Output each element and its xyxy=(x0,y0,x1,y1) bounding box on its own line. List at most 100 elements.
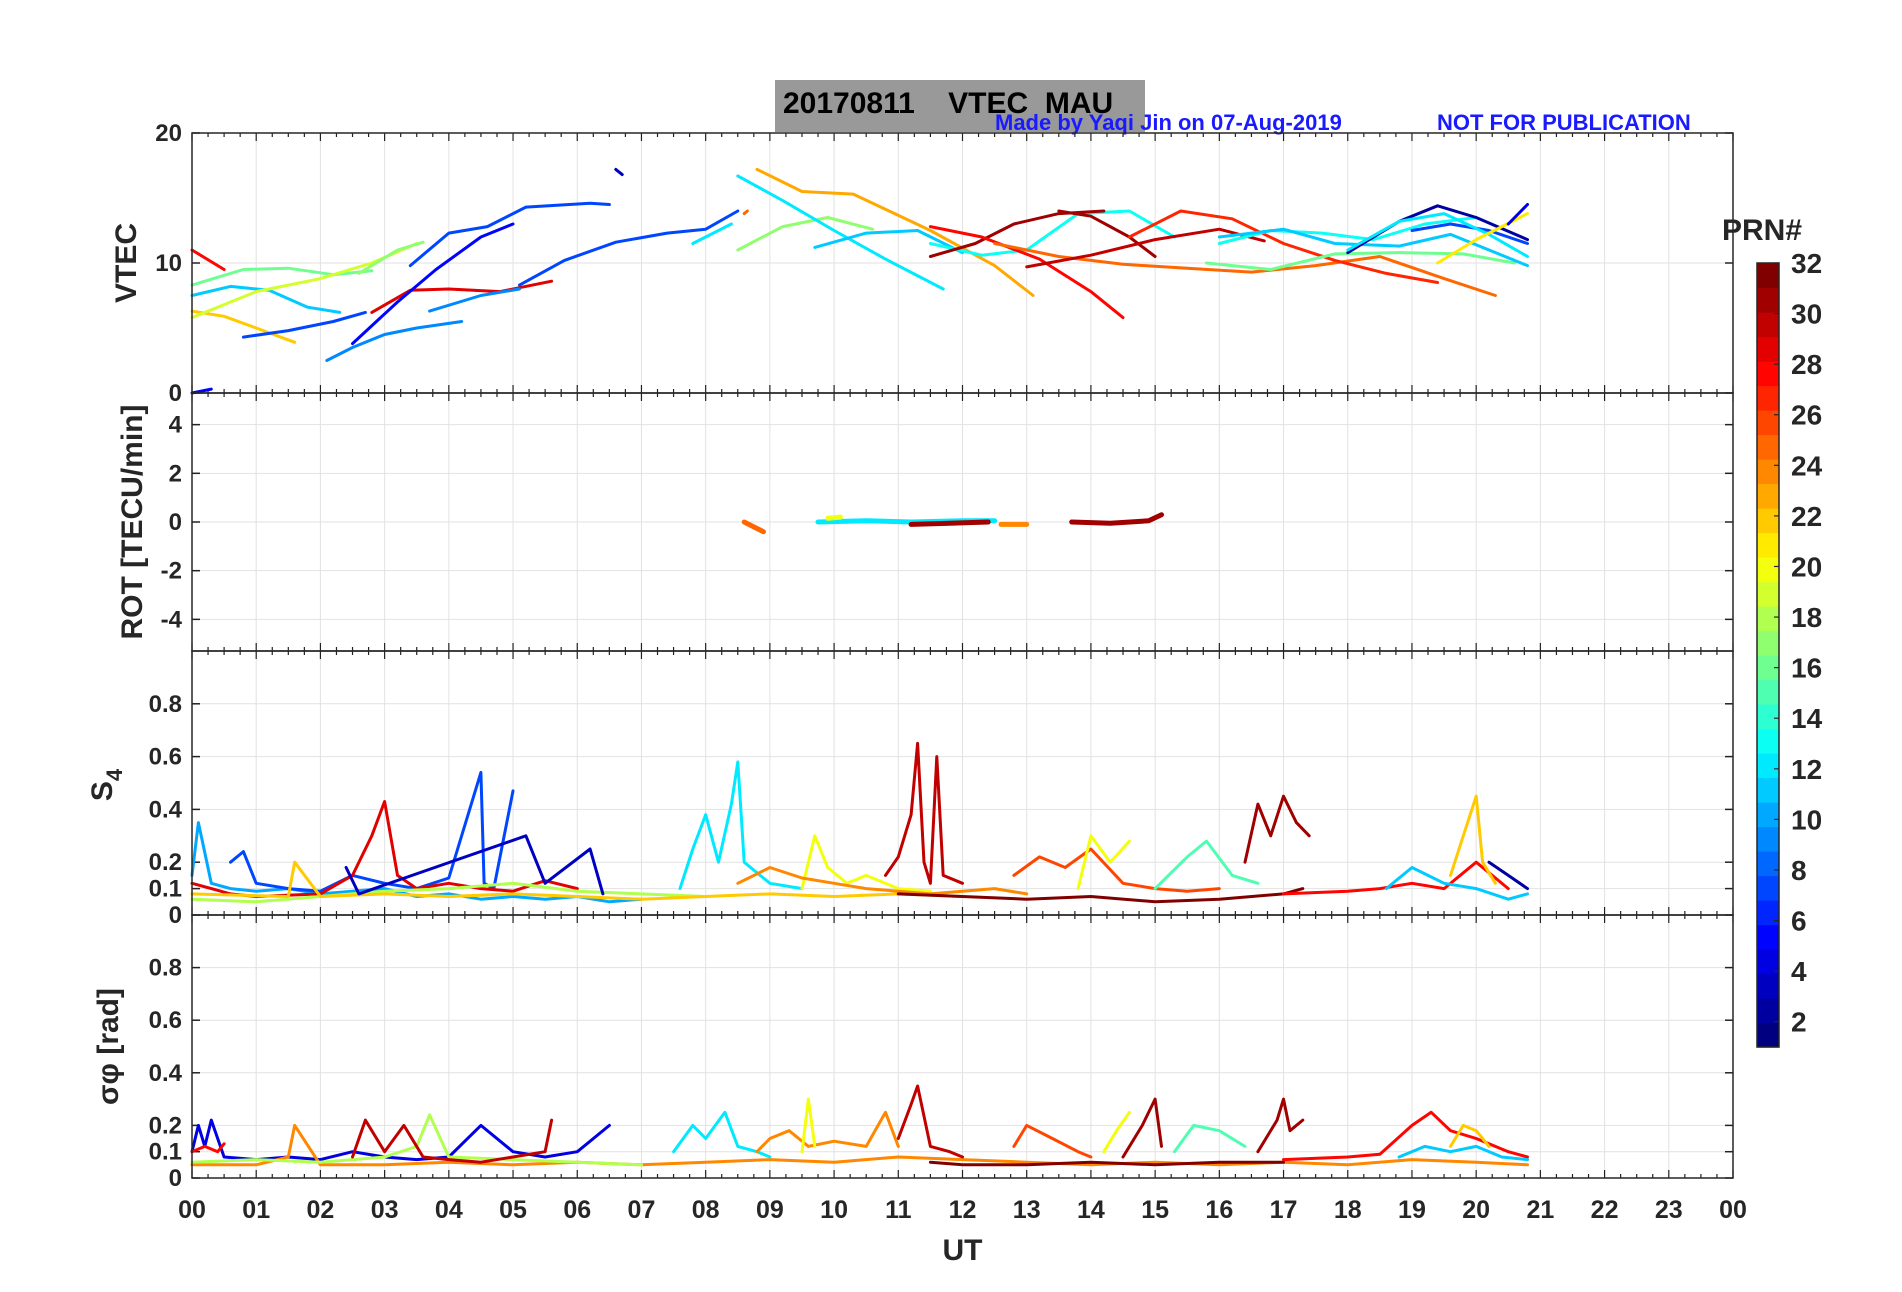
x-tick-label: 00 xyxy=(1719,1196,1747,1224)
colorbar-segment xyxy=(1757,483,1779,509)
colorbar-frame xyxy=(1756,262,1780,1048)
y-axis-label: σφ [rad] xyxy=(92,988,125,1105)
colorbar-tick-label: 28 xyxy=(1791,349,1822,380)
colorbar-segment xyxy=(1757,924,1779,950)
y-tick-label: 0 xyxy=(169,902,182,929)
s4-series-prn-15 xyxy=(1153,839,1260,891)
colorbar-segment xyxy=(1757,998,1779,1024)
y-tick-label: 20 xyxy=(155,120,182,147)
colorbar-segment xyxy=(1757,1022,1779,1048)
vtec-series-prn-16 xyxy=(1205,251,1517,271)
vtec-series-prn-23 xyxy=(755,167,1035,297)
rot-series-prn-20 xyxy=(825,514,843,521)
y-tick-label: -2 xyxy=(161,558,182,585)
sigma_phi-series-prn-28 xyxy=(190,1142,226,1154)
s4-series-prn-7 xyxy=(229,770,515,893)
x-tick-label: 18 xyxy=(1334,1196,1362,1224)
y-tick-label: 0.4 xyxy=(149,796,183,823)
panel-frame xyxy=(191,914,1734,1179)
colorbar-segment xyxy=(1757,557,1779,583)
title-date: 20170811 VTEC MAU xyxy=(783,87,1114,120)
colorbar-tick-label: 8 xyxy=(1791,855,1807,886)
x-tick-label: 11 xyxy=(885,1196,912,1224)
y-tick-label: 0.6 xyxy=(149,1007,182,1034)
y-tick-label: 0.4 xyxy=(149,1060,183,1087)
vtec-series-prn-28 xyxy=(190,248,226,271)
colorbar-tick-label: 32 xyxy=(1791,248,1822,279)
colorbar-segment xyxy=(1757,361,1779,387)
rot-series-prn-25 xyxy=(741,519,766,535)
s4-series-prn-28 xyxy=(1282,860,1510,896)
colorbar-tick-label: 16 xyxy=(1791,653,1822,684)
s4-series-prn-20 xyxy=(800,834,932,893)
x-tick-label: 09 xyxy=(756,1196,784,1224)
vtec-series-prn-12 xyxy=(1346,212,1529,258)
sigma_phi-series-prn-32 xyxy=(928,1160,1285,1167)
x-tick-label: 19 xyxy=(1398,1196,1426,1224)
x-tick-label: 16 xyxy=(1205,1196,1233,1224)
s4-series-prn-12 xyxy=(678,760,804,891)
y-tick-label: 0.1 xyxy=(149,1139,182,1166)
vtec-series-prn-16 xyxy=(190,266,374,287)
y-tick-label: 0 xyxy=(169,380,182,407)
colorbar-segment xyxy=(1757,679,1779,705)
y-tick-label: 0.6 xyxy=(149,744,182,771)
sigma_phi-series-prn-20 xyxy=(800,1097,817,1154)
x-tick-label: 02 xyxy=(307,1196,335,1224)
s4-series-prn-30 xyxy=(884,741,964,885)
colorbar-segment xyxy=(1757,385,1779,411)
sigma_phi-series-prn-18 xyxy=(190,1113,643,1167)
x-tick-label: 13 xyxy=(1013,1196,1041,1224)
colorbar-segment xyxy=(1757,949,1779,975)
colorbar-tick-label: 14 xyxy=(1791,703,1823,734)
title-box xyxy=(775,80,1145,132)
colorbar-tick-label: 10 xyxy=(1791,804,1822,835)
not-for-publication-label: NOT FOR PUBLICATION xyxy=(1437,110,1691,135)
colorbar-label: PRN# xyxy=(1722,214,1802,247)
s4-series-prn-26 xyxy=(1012,847,1221,893)
panel-s4: 00.10.2 0.4 0.6 0.8 S4 xyxy=(86,650,1734,929)
colorbar-segment xyxy=(1757,532,1779,558)
y-tick-label: 0 xyxy=(169,1165,182,1192)
colorbar-tick-label: 4 xyxy=(1791,956,1807,987)
colorbar-segment xyxy=(1757,900,1779,926)
x-tick-label: 03 xyxy=(371,1196,399,1224)
y-axis-label: S4 xyxy=(86,768,127,801)
vtec-series-prn-25 xyxy=(742,209,749,216)
colorbar-segment xyxy=(1757,581,1779,607)
y-tick-label: -4 xyxy=(161,606,183,633)
panel-rot: -4 -2 0 2 4 ROT [TECU/min] xyxy=(116,392,1734,652)
colorbar-segment xyxy=(1757,459,1779,485)
s4-series-prn-20 xyxy=(1076,834,1131,891)
x-tick-label: 20 xyxy=(1462,1196,1490,1224)
sigma_phi-series-prn-26 xyxy=(1012,1123,1093,1159)
colorbar-segment xyxy=(1757,728,1779,754)
s4-series-prn-32 xyxy=(896,887,1305,904)
vtec-series-prn-21 xyxy=(1436,212,1529,265)
y-tick-label: 2 xyxy=(169,460,182,487)
colorbar-segment xyxy=(1757,802,1779,828)
s4-series-prn-31 xyxy=(1243,794,1311,864)
panel-vtec: 0 10 20 VTEC xyxy=(110,120,1734,407)
x-tick-label: 01 xyxy=(242,1196,270,1224)
colorbar-segment xyxy=(1757,704,1779,730)
s4-series-prn-24 xyxy=(736,866,1029,896)
sigma_phi-series-prn-30 xyxy=(351,1118,554,1164)
y-axis-label: VTEC xyxy=(110,223,143,303)
colorbar-tick-label: 30 xyxy=(1791,299,1822,330)
vtec-series-prn-7 xyxy=(1410,222,1529,245)
s4-series-prn-2 xyxy=(1487,860,1529,891)
x-tick-label: 21 xyxy=(1526,1196,1554,1224)
colorbar-segment xyxy=(1757,336,1779,362)
x-tick-label: 22 xyxy=(1591,1196,1619,1224)
colorbar-segment xyxy=(1757,434,1779,460)
rot-series-prn-31 xyxy=(1069,512,1164,526)
x-tick-label: 14 xyxy=(1077,1196,1105,1224)
x-tick-label: 04 xyxy=(435,1196,463,1224)
sigma_phi-series-prn-4 xyxy=(190,1118,611,1162)
sigma_phi-series-prn-31 xyxy=(1256,1097,1305,1154)
y-tick-label: 10 xyxy=(155,250,182,277)
colorbar-tick-label: 24 xyxy=(1791,450,1823,481)
